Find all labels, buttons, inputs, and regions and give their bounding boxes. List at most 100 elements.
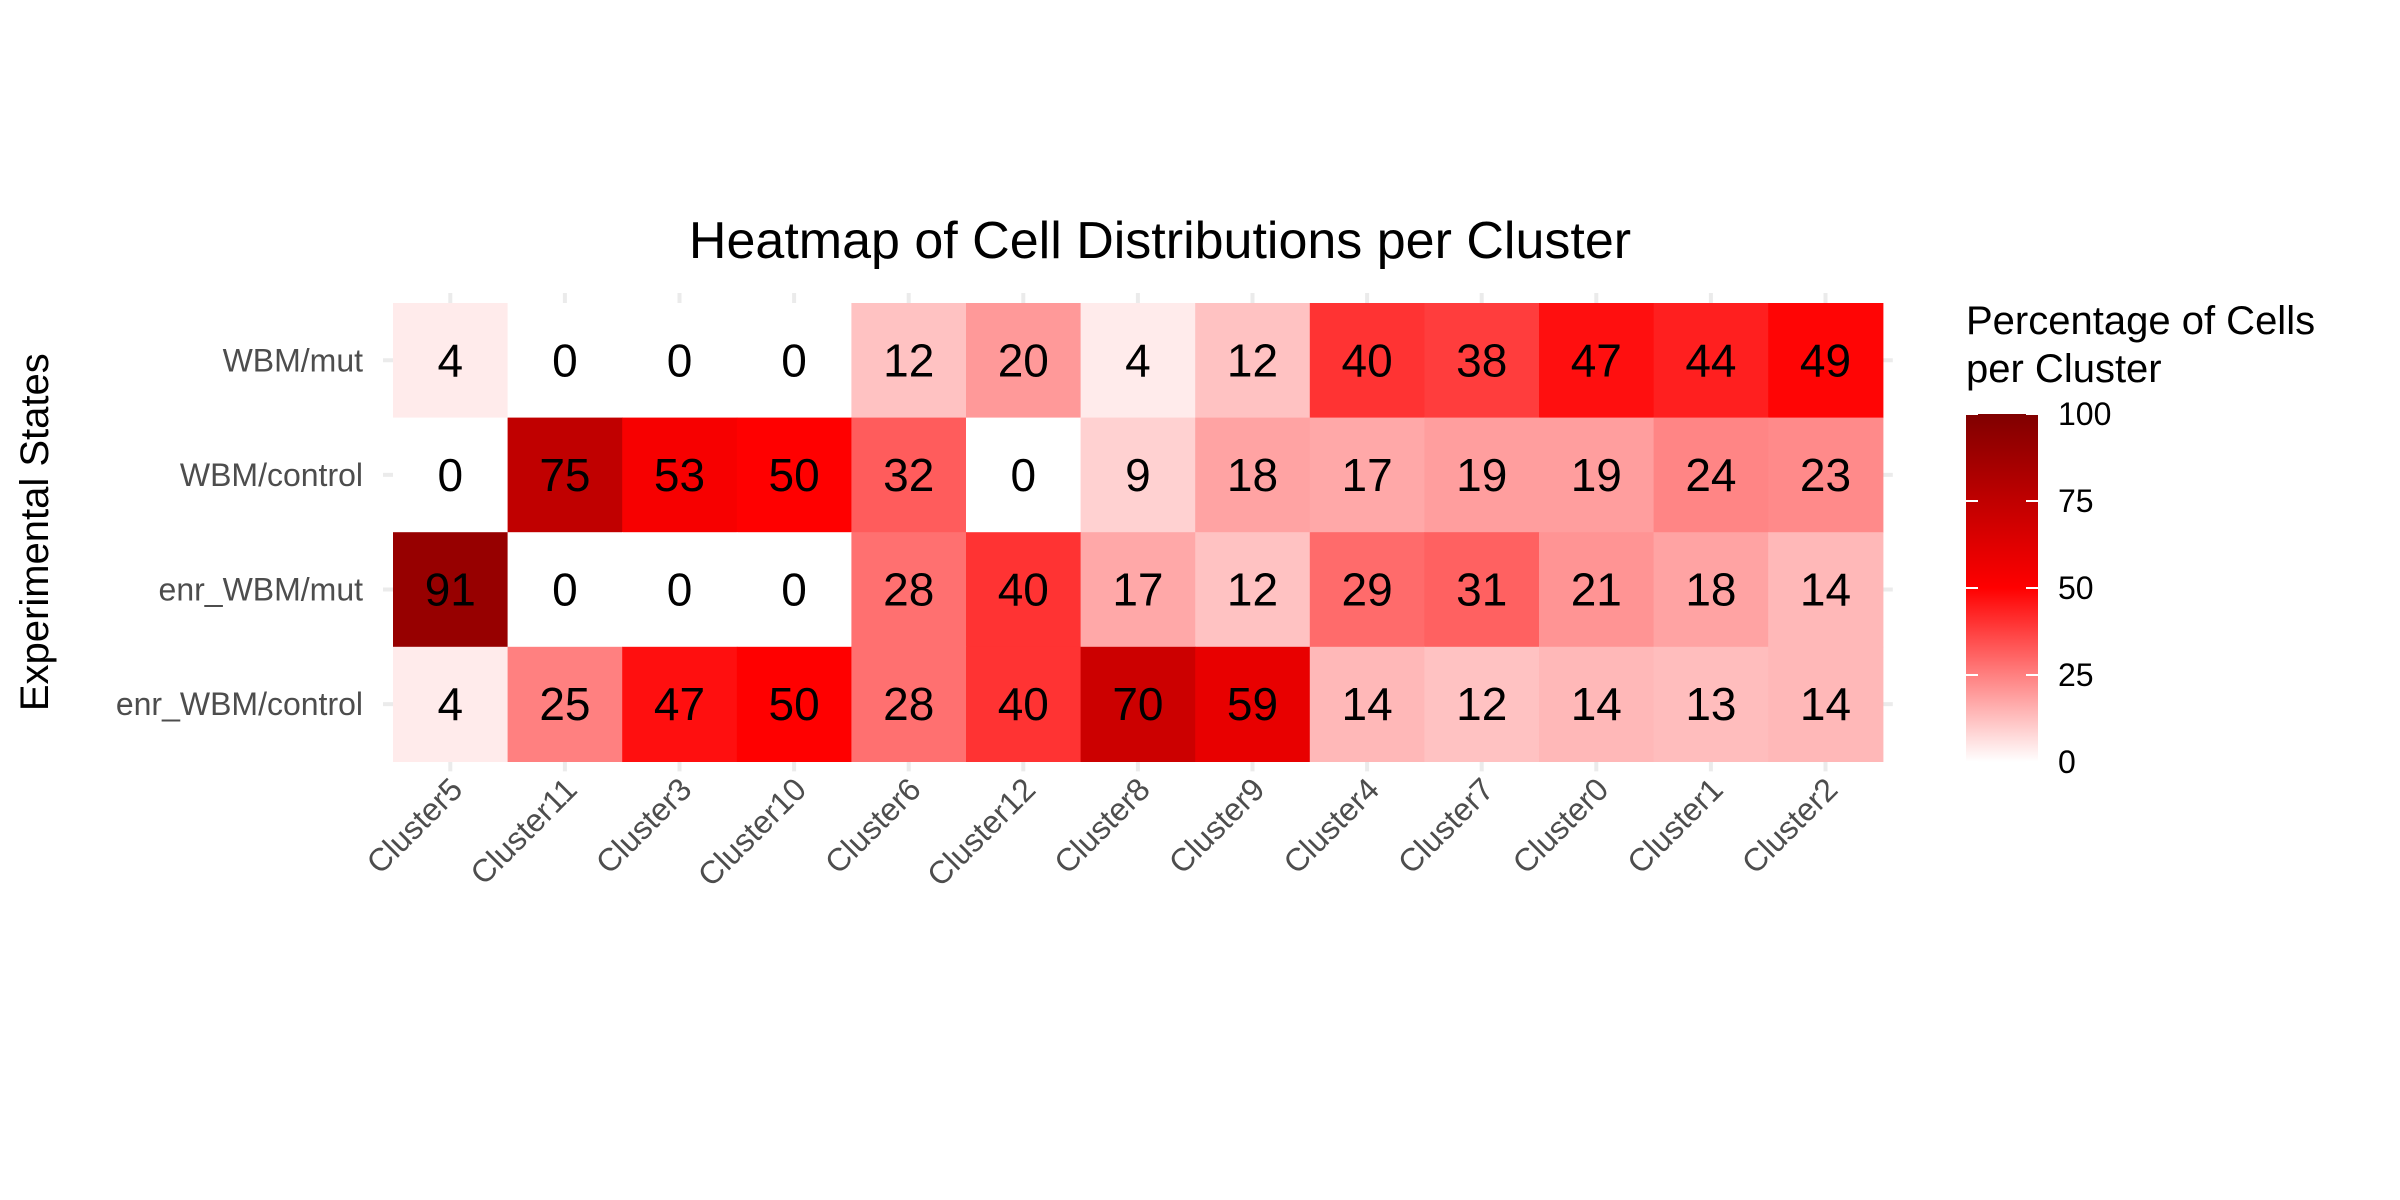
heatmap-cell xyxy=(1080,303,1196,419)
cell-value-label: 75 xyxy=(539,449,590,501)
cell-value-label: 0 xyxy=(781,334,807,386)
cell-value-label: 47 xyxy=(1571,334,1622,386)
heatmap-cell xyxy=(1424,417,1540,533)
heatmap-cell xyxy=(966,303,1082,419)
heatmap-cell xyxy=(1309,417,1425,533)
cell-value-label: 50 xyxy=(769,678,820,730)
x-tick-label: Cluster7 xyxy=(1391,771,1501,881)
heatmap-cell xyxy=(1539,303,1655,419)
heatmap-cell xyxy=(966,532,1082,648)
heatmap-cell xyxy=(507,303,623,419)
y-tick-label: WBM/control xyxy=(180,457,363,493)
heatmap-cell xyxy=(1768,417,1884,533)
cell-value-label: 49 xyxy=(1800,334,1851,386)
cell-value-label: 53 xyxy=(654,449,705,501)
heatmap-cell xyxy=(966,646,1082,762)
cell-value-label: 28 xyxy=(883,678,934,730)
y-tick-label: enr_WBM/mut xyxy=(159,572,364,608)
heatmap-cell xyxy=(851,532,967,648)
x-tick-label: Cluster10 xyxy=(691,771,813,893)
x-tick-label: Cluster3 xyxy=(589,771,699,881)
cell-value-label: 50 xyxy=(769,449,820,501)
cell-value-label: 40 xyxy=(1342,334,1393,386)
cell-value-label: 14 xyxy=(1342,678,1393,730)
heatmap-cell xyxy=(507,417,623,533)
cell-value-label: 0 xyxy=(781,564,807,616)
legend-tick-label: 100 xyxy=(2058,396,2111,432)
cell-value-label: 28 xyxy=(883,564,934,616)
cell-value-label: 9 xyxy=(1125,449,1151,501)
heatmap-cell xyxy=(622,303,738,419)
legend-tick-label: 50 xyxy=(2058,570,2094,606)
cell-value-label: 0 xyxy=(438,449,464,501)
cell-value-label: 13 xyxy=(1685,678,1736,730)
cell-value-label: 21 xyxy=(1571,564,1622,616)
legend-tick-label: 25 xyxy=(2058,657,2094,693)
cell-value-label: 19 xyxy=(1571,449,1622,501)
cell-value-label: 14 xyxy=(1800,678,1851,730)
cell-value-label: 4 xyxy=(1125,334,1151,386)
cell-value-label: 0 xyxy=(667,334,693,386)
heatmap-cell xyxy=(1080,532,1196,648)
heatmap-cell xyxy=(393,532,509,648)
cell-value-label: 0 xyxy=(552,564,578,616)
heatmap-cell xyxy=(851,303,967,419)
heatmap-cell xyxy=(736,417,852,533)
cell-value-label: 0 xyxy=(667,564,693,616)
heatmap-cell xyxy=(622,646,738,762)
cell-labels-layer: 4 0 0 0 12 20 4 12 40 38 47 44 490 75 53 50 32 0 9 18 17 19 19… xyxy=(425,334,1851,730)
cell-value-label: 20 xyxy=(998,334,1049,386)
cell-value-label: 0 xyxy=(552,334,578,386)
x-tick-label: Cluster0 xyxy=(1506,771,1616,881)
heatmap-cell xyxy=(393,303,509,419)
cell-value-label: 40 xyxy=(998,564,1049,616)
y-tick-labels: WBM/mut WBM/control enr_WBM/mut enr_WBM/con… xyxy=(116,342,363,722)
cell-value-label: 12 xyxy=(1227,334,1278,386)
x-tick-label: Cluster11 xyxy=(463,771,584,892)
heatmap-cell xyxy=(1539,532,1655,648)
x-tick-label: Cluster8 xyxy=(1047,771,1157,881)
cell-value-label: 12 xyxy=(883,334,934,386)
x-tick-label: Cluster2 xyxy=(1735,771,1845,881)
heatmap-cell xyxy=(1309,532,1425,648)
heatmap-cell xyxy=(851,646,967,762)
cell-value-label: 38 xyxy=(1456,334,1507,386)
heatmap-cell xyxy=(1768,303,1884,419)
heatmap-cell xyxy=(1653,303,1769,419)
heatmap-cell xyxy=(393,417,509,533)
heatmap-cell xyxy=(1539,646,1655,762)
heatmap-cell xyxy=(622,532,738,648)
cell-value-label: 47 xyxy=(654,678,705,730)
heatmap-cell xyxy=(1080,417,1196,533)
cell-value-label: 17 xyxy=(1112,564,1163,616)
heatmap-cell xyxy=(1195,646,1311,762)
x-tick-label: Cluster5 xyxy=(360,771,470,881)
heatmap-cell xyxy=(851,417,967,533)
heatmap-cell xyxy=(507,532,623,648)
x-tick-label: Cluster4 xyxy=(1276,771,1386,881)
y-axis-label: Experimental States xyxy=(13,353,57,711)
heatmap-cell xyxy=(1195,532,1311,648)
cell-value-label: 25 xyxy=(539,678,590,730)
heatmap-cell xyxy=(1080,646,1196,762)
cell-value-label: 17 xyxy=(1342,449,1393,501)
cell-value-label: 23 xyxy=(1800,449,1851,501)
heatmap-cell xyxy=(736,532,852,648)
cell-value-label: 70 xyxy=(1112,678,1163,730)
cell-value-label: 12 xyxy=(1227,564,1278,616)
cell-value-label: 59 xyxy=(1227,678,1278,730)
heatmap-cell xyxy=(736,646,852,762)
cells-layer xyxy=(393,303,1884,762)
heatmap-cell xyxy=(1653,417,1769,533)
cell-value-label: 0 xyxy=(1011,449,1037,501)
cell-value-label: 31 xyxy=(1456,564,1507,616)
cell-value-label: 18 xyxy=(1227,449,1278,501)
cell-value-label: 24 xyxy=(1685,449,1736,501)
heatmap-cell xyxy=(393,646,509,762)
cell-value-label: 32 xyxy=(883,449,934,501)
x-tick-label: Cluster9 xyxy=(1162,771,1272,881)
x-tick-label: Cluster1 xyxy=(1620,771,1730,881)
legend-title-line2: per Cluster xyxy=(1966,347,2162,391)
